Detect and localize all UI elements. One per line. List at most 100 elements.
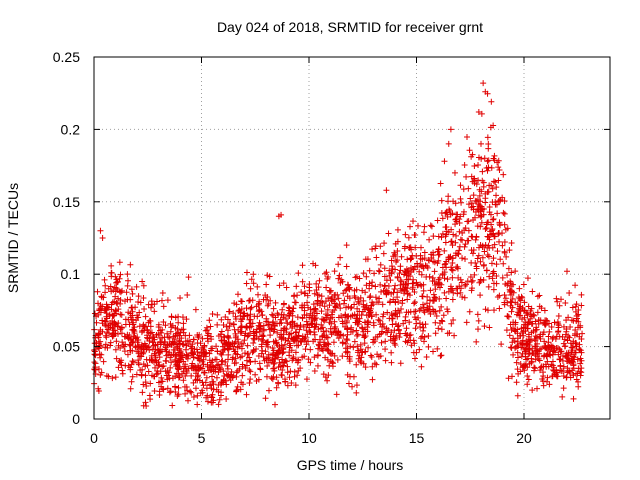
data-point — [155, 379, 162, 386]
data-point — [377, 281, 384, 288]
data-point — [377, 321, 384, 328]
data-point — [133, 371, 140, 378]
data-point — [407, 273, 414, 280]
data-point — [229, 340, 236, 347]
data-point — [359, 287, 366, 294]
data-point — [475, 162, 482, 169]
data-point — [312, 323, 319, 330]
data-point — [166, 389, 173, 396]
data-point — [478, 110, 485, 117]
data-point — [95, 300, 102, 307]
data-point — [422, 321, 429, 328]
x-tick-label: 15 — [409, 430, 425, 446]
data-point — [439, 215, 446, 222]
data-point — [278, 327, 285, 334]
data-point — [435, 233, 442, 240]
data-point — [457, 195, 464, 202]
data-point — [363, 273, 370, 280]
data-point — [127, 364, 134, 371]
data-point — [322, 270, 329, 277]
data-point — [341, 300, 347, 307]
data-point — [234, 344, 241, 351]
data-point — [194, 401, 201, 408]
data-point — [534, 309, 541, 316]
data-point — [213, 386, 220, 393]
data-point — [294, 292, 301, 299]
data-point — [426, 297, 433, 304]
data-point — [520, 362, 527, 369]
data-point — [247, 305, 254, 312]
data-point — [184, 337, 191, 344]
y-tick-label: 0 — [72, 411, 80, 427]
data-point — [312, 315, 319, 322]
data-point — [556, 302, 563, 309]
data-point — [118, 330, 125, 337]
data-point — [477, 203, 484, 210]
data-point — [129, 373, 136, 380]
data-point — [315, 292, 322, 299]
data-point — [244, 350, 251, 357]
data-point — [178, 326, 185, 333]
data-point — [269, 352, 276, 359]
data-point — [388, 349, 395, 356]
data-point — [437, 352, 444, 359]
data-point — [456, 220, 463, 227]
data-point — [536, 333, 543, 340]
data-point — [279, 306, 286, 313]
data-point — [263, 281, 270, 288]
data-point — [301, 337, 308, 344]
data-point — [491, 241, 498, 248]
data-point — [475, 212, 482, 219]
data-point — [514, 326, 521, 333]
data-point — [429, 274, 436, 281]
data-point — [398, 253, 405, 260]
data-point — [479, 177, 486, 184]
data-point — [467, 274, 474, 281]
data-point — [210, 364, 217, 371]
data-point — [322, 354, 329, 361]
data-point — [319, 299, 326, 306]
data-point — [474, 223, 481, 230]
data-point — [439, 230, 446, 237]
data-point — [414, 264, 421, 271]
data-point — [247, 376, 254, 383]
data-point — [182, 372, 189, 379]
data-point — [501, 249, 508, 256]
data-point — [488, 260, 495, 267]
data-point — [550, 334, 557, 341]
data-point — [452, 200, 459, 207]
data-point — [290, 355, 297, 362]
data-point — [475, 196, 482, 203]
data-point — [190, 354, 197, 361]
data-point — [299, 333, 306, 340]
data-point — [208, 345, 215, 352]
data-point — [215, 361, 222, 368]
data-point — [262, 292, 269, 299]
data-point — [142, 399, 149, 406]
data-point — [479, 243, 486, 250]
data-point — [443, 209, 450, 216]
data-point — [215, 332, 222, 339]
data-point — [495, 231, 502, 238]
data-point — [224, 316, 231, 323]
data-point — [121, 348, 128, 355]
data-point — [218, 351, 225, 358]
data-point — [535, 317, 542, 324]
data-point — [490, 215, 497, 222]
data-point — [420, 324, 427, 331]
data-point — [477, 292, 484, 299]
data-point — [559, 352, 566, 359]
data-point — [291, 334, 298, 341]
data-point — [420, 229, 427, 236]
data-point — [138, 341, 145, 348]
data-point — [356, 300, 363, 307]
data-point — [216, 396, 223, 403]
data-point — [214, 348, 221, 355]
data-point — [102, 282, 109, 289]
data-point — [511, 337, 518, 344]
data-point — [301, 283, 308, 290]
data-point — [174, 343, 181, 350]
data-point — [254, 283, 261, 290]
data-point — [351, 292, 358, 299]
data-point — [427, 287, 434, 294]
